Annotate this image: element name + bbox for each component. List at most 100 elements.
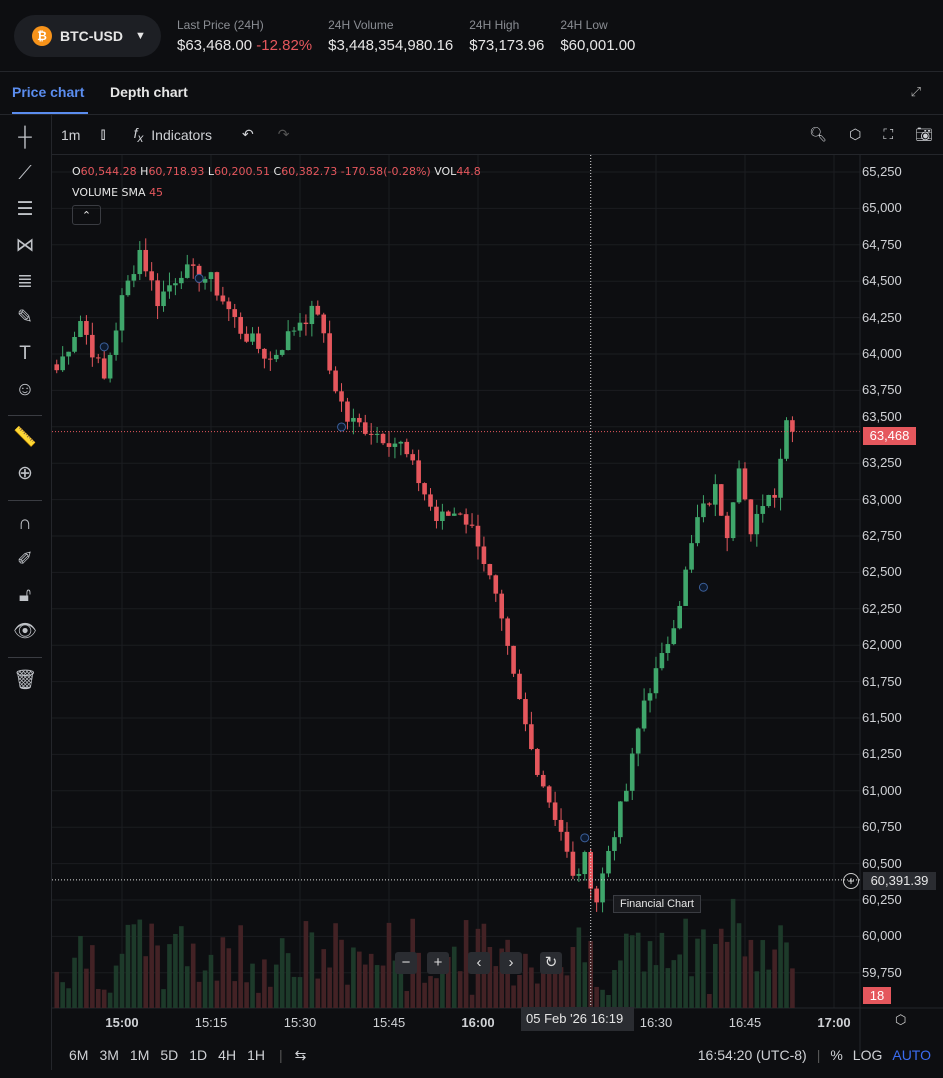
- brush-icon[interactable]: ✎: [17, 307, 33, 328]
- volume-bar: [713, 943, 718, 1008]
- candle-body: [594, 888, 599, 903]
- range-1h[interactable]: 1H: [247, 1047, 265, 1063]
- collapse-legend-button[interactable]: ⌃: [72, 205, 101, 225]
- volume-bar: [772, 949, 777, 1008]
- last-price-tag: 63,468: [863, 427, 916, 445]
- compare-icon[interactable]: ⇆: [294, 1046, 307, 1063]
- volume-bar: [624, 933, 629, 1008]
- candle-body: [416, 460, 421, 484]
- volume-bar: [202, 970, 208, 1008]
- camera-icon[interactable]: 📷︎: [915, 126, 933, 142]
- volume-bar: [143, 956, 149, 1008]
- volume-bar: [635, 932, 641, 1008]
- range-3m[interactable]: 3M: [99, 1047, 119, 1063]
- volume-bar: [535, 983, 540, 1008]
- magnet-icon[interactable]: ∩: [18, 513, 32, 534]
- volume-bar: [434, 978, 439, 1008]
- undo-icon[interactable]: ↶: [242, 126, 254, 142]
- horizontal-lines-icon[interactable]: ☰: [16, 199, 34, 220]
- zoom-in-button[interactable]: +: [427, 952, 449, 974]
- volume-bar: [315, 978, 321, 1008]
- volume-bar: [760, 940, 766, 1008]
- trade-marker: [580, 833, 590, 843]
- volume-bar: [718, 928, 724, 1008]
- trade-marker: [194, 273, 204, 283]
- close-label: C: [273, 165, 282, 178]
- range-4h[interactable]: 4H: [218, 1047, 237, 1063]
- fullscreen-icon[interactable]: ⛶: [883, 126, 894, 142]
- range-5d[interactable]: 5D: [160, 1047, 179, 1063]
- range-6m[interactable]: 6M: [69, 1047, 89, 1063]
- volume-bar: [273, 964, 279, 1008]
- emoji-icon[interactable]: ☺: [15, 379, 35, 400]
- ruler-icon[interactable]: 📏: [13, 427, 37, 448]
- chart-tooltip: Financial Chart: [613, 895, 701, 913]
- volume-bar: [754, 971, 760, 1008]
- range-1m[interactable]: 1M: [129, 1047, 150, 1063]
- auto-toggle[interactable]: AUTO: [892, 1047, 931, 1063]
- lock-drawing-icon[interactable]: ✐: [17, 549, 33, 570]
- price-chart[interactable]: [0, 155, 943, 1055]
- fib-icon[interactable]: ≣: [17, 271, 33, 292]
- settings-hex-icon[interactable]: ⬡: [849, 126, 862, 142]
- sma-label: VOLUME SMA: [72, 186, 146, 199]
- volume-bar: [149, 923, 154, 1008]
- volume-bar: [523, 953, 528, 1008]
- candle-body: [161, 291, 166, 307]
- candle-body: [351, 417, 356, 422]
- time-tick: 15:15: [194, 1015, 228, 1030]
- tab-price-chart[interactable]: Price chart: [12, 84, 85, 100]
- volume-bar: [529, 967, 534, 1008]
- volume-bar: [724, 941, 730, 1008]
- lock-icon[interactable]: 🔓︎: [18, 585, 32, 606]
- chevron-down-icon: ▼: [135, 29, 146, 42]
- volume-bar: [386, 922, 392, 1008]
- volume-bar: [511, 985, 516, 1008]
- indicators-button[interactable]: Indicators: [151, 126, 212, 143]
- price-tick: 63,000: [862, 491, 902, 507]
- axis-settings-icon[interactable]: ⬡: [895, 1012, 907, 1027]
- volume-bar: [422, 982, 427, 1008]
- stat-value: $63,468.00: [177, 36, 253, 54]
- volume-bar: [232, 981, 238, 1008]
- volume-bar: [262, 959, 267, 1008]
- crosshair-icon[interactable]: ┼: [18, 127, 32, 148]
- trash-icon[interactable]: 🗑︎: [12, 670, 38, 691]
- candle-body: [101, 358, 107, 379]
- candle-body: [540, 774, 546, 787]
- time-tick: 15:30: [283, 1015, 317, 1030]
- volume-bar: [125, 924, 131, 1008]
- tab-depth-chart[interactable]: Depth chart: [110, 84, 188, 100]
- volume-bar: [368, 953, 374, 1008]
- zoom-in-icon[interactable]: ⊕: [17, 463, 33, 484]
- scroll-right-button[interactable]: ›: [500, 952, 522, 974]
- search-zoom-icon[interactable]: 🔍︎: [809, 126, 828, 142]
- text-icon[interactable]: T: [19, 343, 31, 364]
- trendline-icon[interactable]: ⟋: [18, 163, 32, 184]
- redo-icon[interactable]: ↷: [277, 126, 290, 142]
- interval-selector[interactable]: 1m: [61, 126, 81, 143]
- candle-body: [268, 358, 273, 360]
- reset-chart-button[interactable]: ↻: [540, 952, 562, 974]
- candle-type-icon[interactable]: ⫾: [100, 125, 106, 143]
- volume-bar: [677, 954, 683, 1008]
- expand-icon[interactable]: ⤢: [910, 84, 921, 99]
- volume-bar: [78, 936, 83, 1008]
- log-toggle[interactable]: LOG: [852, 1047, 883, 1063]
- volume-bar: [558, 967, 564, 1008]
- pair-selector[interactable]: ₿ BTC-USD ▼: [14, 14, 161, 57]
- time-tick: 16:30: [639, 1015, 673, 1030]
- volume-bar: [647, 941, 653, 1008]
- volume-bar: [66, 988, 71, 1008]
- percent-toggle[interactable]: %: [830, 1047, 843, 1063]
- add-alert-icon[interactable]: +: [843, 873, 859, 889]
- candle-body: [315, 305, 321, 315]
- candle-body: [576, 874, 582, 876]
- scroll-left-button[interactable]: ‹: [468, 952, 490, 974]
- eye-icon[interactable]: 👁︎: [12, 621, 38, 642]
- candle-body: [321, 314, 327, 334]
- volume-bar: [60, 982, 65, 1008]
- pattern-icon[interactable]: ⋈: [15, 235, 35, 256]
- zoom-out-button[interactable]: −: [395, 952, 417, 974]
- range-1d[interactable]: 1D: [189, 1047, 208, 1063]
